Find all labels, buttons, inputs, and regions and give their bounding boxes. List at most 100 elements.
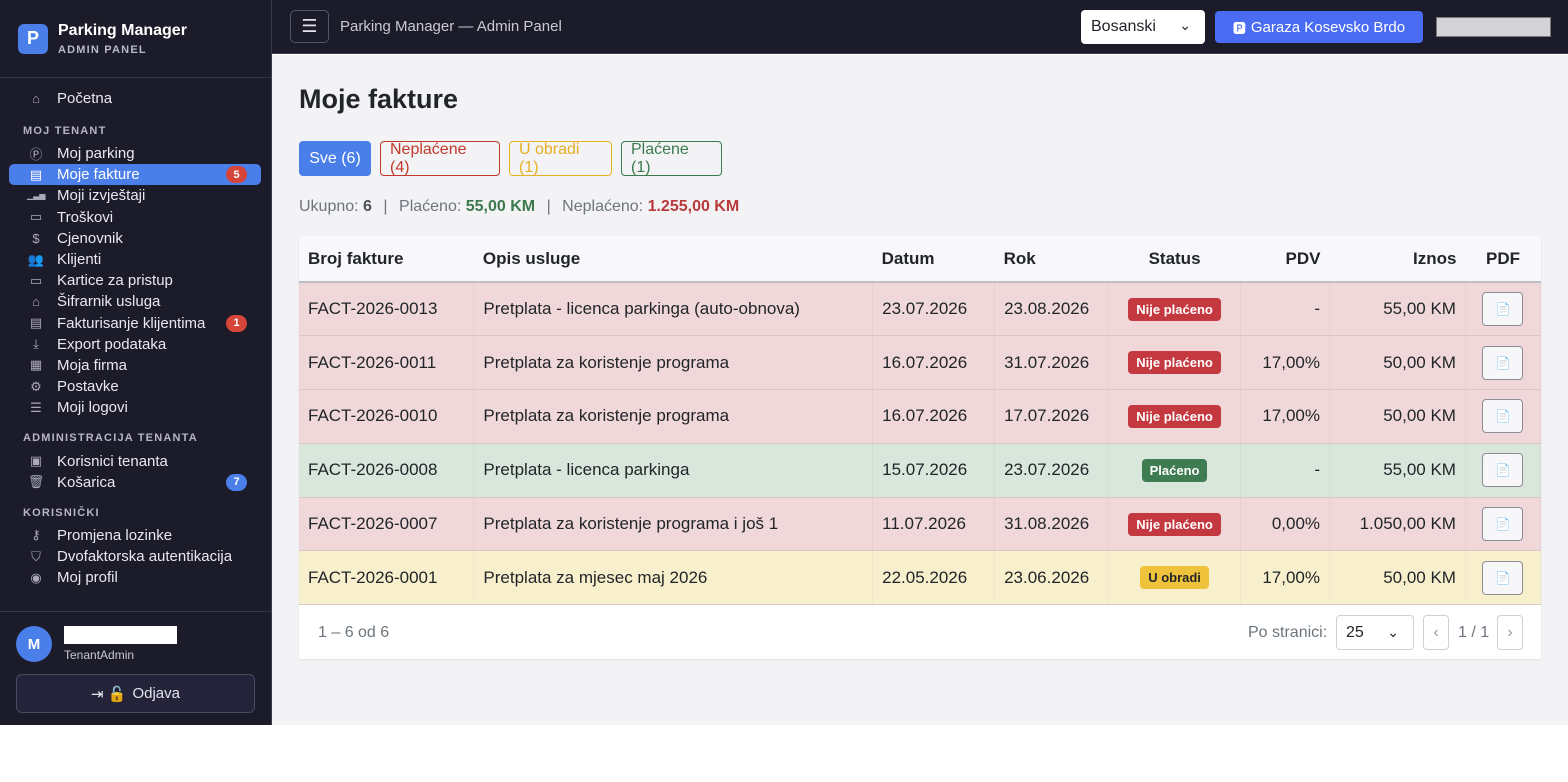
invoice-number: FACT-2026-0007 xyxy=(308,514,438,534)
invoice-amount: 50,00 KM xyxy=(1383,406,1456,426)
table-row[interactable]: FACT-2026-0013 Pretplata - licenca parkin… xyxy=(299,282,1542,337)
sidebar-item-9-0[interactable]: ▤ Fakturisanje klijentima 1 xyxy=(9,313,261,334)
pdf-download-button[interactable]: 📄 xyxy=(1482,345,1524,380)
pagination-range: 1 – 6 od 6 xyxy=(318,624,390,641)
table-cell: 31.08.2026 xyxy=(994,497,1110,552)
table-cell: FACT-2026-0010 xyxy=(299,389,475,444)
logout-icon: ⇥ 🔓 xyxy=(91,685,127,703)
count-badge: 1 xyxy=(226,314,247,332)
filter-all-button[interactable]: Sve (6) xyxy=(299,141,371,176)
table-cell: 17,00% xyxy=(1240,335,1331,391)
sidebar-item-1-1[interactable]: ▣ Korisnici tenanta xyxy=(9,450,261,471)
sidebar-item-label: Moje fakture xyxy=(57,166,140,184)
sidebar-item-5-0[interactable]: $ Cjenovnik xyxy=(9,228,261,249)
menu-toggle-button[interactable]: ☰ xyxy=(290,10,329,43)
invoice-date: 22.05.2026 xyxy=(882,567,968,587)
sidebar-item-11-0[interactable]: ▦ Moja firma xyxy=(9,355,261,376)
logout-button[interactable]: ⇥ 🔓 Odjava xyxy=(16,674,255,713)
id-badge-icon: ▣ xyxy=(29,453,43,469)
invoice-description: Pretplata - licenca parkinga (auto-obnov… xyxy=(483,299,800,319)
invoice-vat: 17,00% xyxy=(1262,352,1321,372)
table-row[interactable]: FACT-2026-0010 Pretplata za koristenje pr… xyxy=(299,389,1542,444)
table-cell: 15.07.2026 xyxy=(872,443,996,498)
gear-icon: ⚙ xyxy=(30,378,42,394)
table-row[interactable]: FACT-2026-0011 Pretplata za koristenje pr… xyxy=(299,335,1542,391)
pdf-download-button[interactable]: 📄 xyxy=(1482,292,1524,327)
per-page-select[interactable]: 25 ⌄ xyxy=(1336,615,1414,650)
sidebar-item-2-0[interactable]: ▤ Moje fakture 5 xyxy=(9,164,261,186)
brand-logo: P xyxy=(18,23,48,54)
topbar-user[interactable] xyxy=(1436,17,1551,37)
next-page-button[interactable]: › xyxy=(1497,615,1523,650)
sidebar-item-1-0[interactable]: Ⓟ Moj parking xyxy=(9,143,261,164)
table-cell: Pretplata - licenca parkinga xyxy=(473,443,874,498)
table-cell: 23.08.2026 xyxy=(994,282,1110,337)
summary-paid-label: Plaćeno: xyxy=(399,198,462,215)
sidebar-item-4-0[interactable]: ▭ Troškovi xyxy=(9,207,261,228)
garage-button[interactable]: 🅿 Garaza Kosevsko Brdo xyxy=(1215,11,1423,43)
divider: | xyxy=(383,198,388,215)
filter-unpaid-button[interactable]: Neplaćene (4) xyxy=(380,141,500,176)
sidebar-item-8-0[interactable]: ⌂ Šifrarnik usluga xyxy=(9,291,261,312)
document-icon: 📄 xyxy=(1495,570,1511,585)
col-vat[interactable]: PDV xyxy=(1240,236,1330,283)
user-name xyxy=(64,626,177,644)
col-date[interactable]: Datum xyxy=(872,236,995,283)
table-cell: 22.05.2026 xyxy=(872,550,996,606)
table-cell: 50,00 KM xyxy=(1329,550,1466,606)
invoice-amount: 55,00 KM xyxy=(1383,299,1456,319)
chart-icon: ▁▃▅ xyxy=(27,191,46,201)
status-badge: Nije plaćeno xyxy=(1128,351,1221,375)
sidebar-item-12-0[interactable]: ⚙ Postavke xyxy=(9,376,261,397)
sidebar-item-label: Moj parking xyxy=(57,145,135,163)
divider: | xyxy=(546,198,551,215)
table-cell: Pretplata za mjesec maj 2026 xyxy=(473,550,874,606)
invoice-number: FACT-2026-0008 xyxy=(308,460,438,480)
sidebar-item-6-0[interactable]: 👥 Klijenti xyxy=(9,249,261,270)
summary-total-label: Ukupno: xyxy=(299,198,359,215)
invoice-description: Pretplata za koristenje programa xyxy=(483,352,730,372)
table-row[interactable]: FACT-2026-0008 Pretplata - licenca parkin… xyxy=(299,443,1542,498)
status-badge: Plaćeno xyxy=(1141,458,1208,482)
avatar[interactable]: M xyxy=(16,626,52,662)
table-cell: - xyxy=(1240,282,1331,337)
filter-processing-button[interactable]: U obradi (1) xyxy=(509,141,612,176)
col-status[interactable]: Status xyxy=(1108,236,1241,283)
invoice-date: 16.07.2026 xyxy=(882,406,968,426)
sidebar-item-home[interactable]: ⌂ Početna xyxy=(9,87,261,109)
language-select[interactable]: Bosanski ⌄ xyxy=(1081,10,1205,44)
sidebar-item-3-0[interactable]: ▁▃▅ Moji izvještaji xyxy=(9,185,261,206)
table-cell: - xyxy=(1240,443,1331,498)
status-badge: Nije plaćeno xyxy=(1128,512,1221,536)
col-amount[interactable]: Iznos xyxy=(1329,236,1466,283)
col-description[interactable]: Opis usluge xyxy=(473,236,873,283)
sidebar-item-13-0[interactable]: ☰ Moji logovi xyxy=(9,397,261,418)
pdf-download-button[interactable]: 📄 xyxy=(1482,560,1524,595)
table-header-row: Broj fakture Opis usluge Datum Rok Statu… xyxy=(299,236,1541,283)
billing-icon: ▤ xyxy=(29,315,43,331)
sidebar-item-2-2[interactable]: ⛉ Dvofaktorska autentikacija xyxy=(9,546,261,567)
table-cell: 50,00 KM xyxy=(1329,335,1466,391)
pdf-download-button[interactable]: 📄 xyxy=(1482,507,1524,542)
sidebar-item-7-0[interactable]: ▭ Kartice za pristup xyxy=(9,270,261,291)
sidebar-item-label: Šifrarnik usluga xyxy=(57,293,161,311)
table-cell: Nije plaćeno xyxy=(1108,335,1242,391)
sidebar-section-title: MOJ TENANT xyxy=(23,125,107,137)
col-due[interactable]: Rok xyxy=(994,236,1109,283)
sidebar-item-1-2[interactable]: ⚷ Promjena lozinke xyxy=(9,525,261,546)
filter-paid-button[interactable]: Plaćene (1) xyxy=(621,141,722,176)
table-row[interactable]: FACT-2026-0007 Pretplata za koristenje pr… xyxy=(299,497,1542,552)
sidebar-item-3-2[interactable]: ◉ Moj profil xyxy=(9,567,261,588)
brand[interactable]: P Parking Manager ADMIN PANEL xyxy=(0,0,271,78)
table-cell: Pretplata za koristenje programa xyxy=(473,389,874,444)
table-row[interactable]: FACT-2026-0001 Pretplata za mjesec maj 20… xyxy=(299,550,1542,606)
sidebar-item-2-1[interactable]: 🗑 Košarica 7 xyxy=(9,472,261,493)
pdf-download-button[interactable]: 📄 xyxy=(1482,399,1524,434)
col-number[interactable]: Broj fakture xyxy=(299,236,474,283)
prev-page-button[interactable]: ‹ xyxy=(1423,615,1449,650)
sidebar-item-10-0[interactable]: ⤓ Export podataka xyxy=(9,334,261,355)
invoice-vat: - xyxy=(1314,299,1321,319)
pdf-download-button[interactable]: 📄 xyxy=(1482,453,1524,488)
invoice-amount: 55,00 KM xyxy=(1383,460,1456,480)
invoice-table-card: Broj fakture Opis usluge Datum Rok Statu… xyxy=(299,236,1542,659)
